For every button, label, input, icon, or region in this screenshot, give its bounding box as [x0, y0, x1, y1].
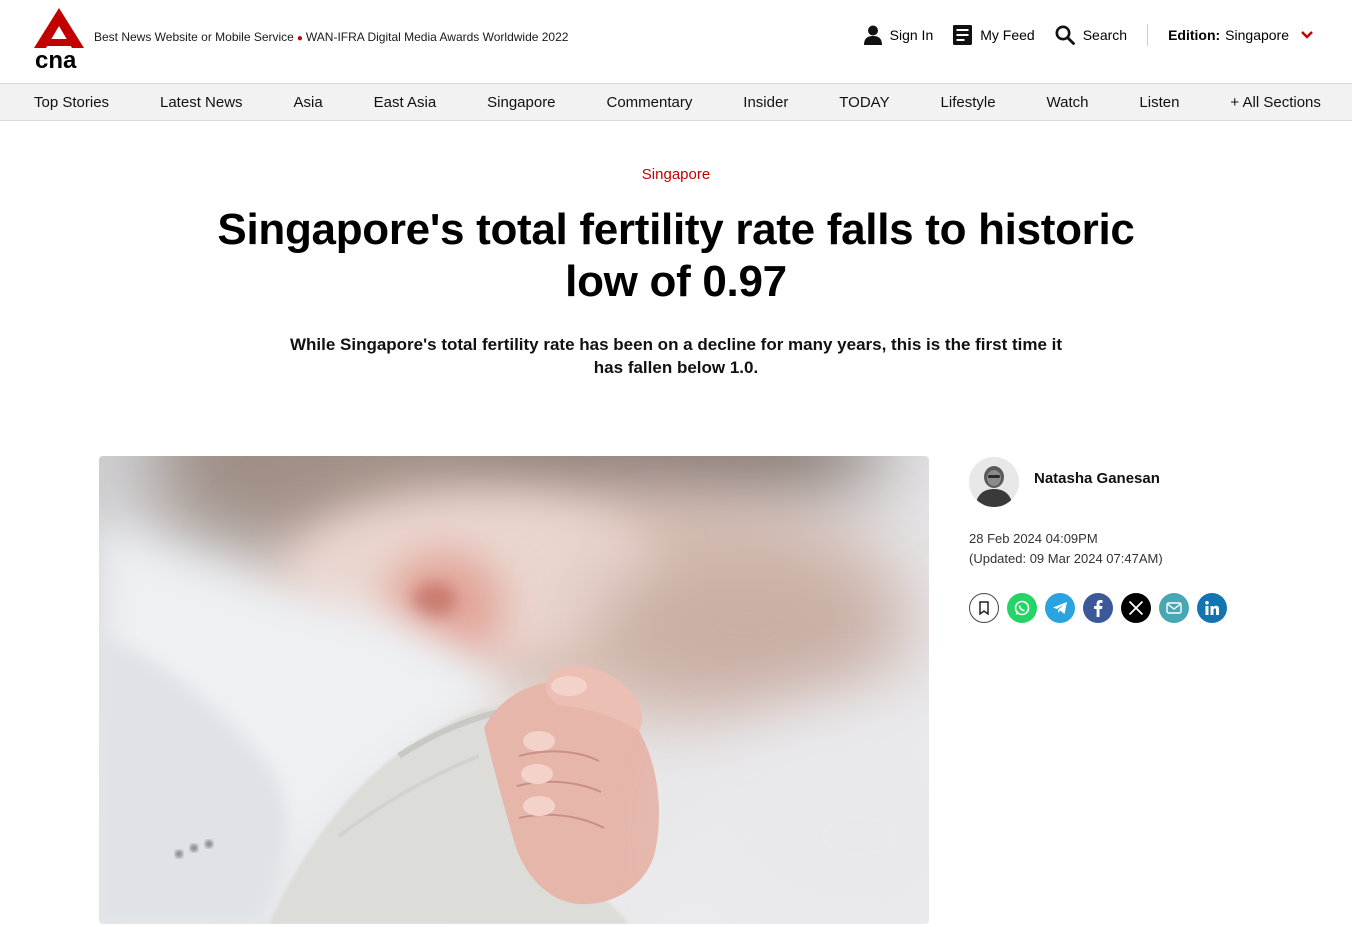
nav-item-lifestyle[interactable]: Lifestyle	[940, 93, 996, 111]
linkedin-share-button[interactable]	[1197, 593, 1227, 623]
search-label: Search	[1082, 27, 1128, 43]
x-share-button[interactable]	[1121, 593, 1151, 623]
nav-item-singapore[interactable]: Singapore	[487, 93, 556, 111]
nav-item-today[interactable]: TODAY	[839, 93, 890, 111]
published-date: 28 Feb 2024 04:09PM	[969, 531, 1098, 546]
hero-image	[99, 456, 929, 924]
nav-item-all-sections[interactable]: + All Sections	[1230, 93, 1321, 111]
edition-label: Edition:	[1168, 27, 1221, 43]
updated-date: (Updated: 09 Mar 2024 07:47AM)	[969, 551, 1163, 566]
whatsapp-share-button[interactable]	[1007, 593, 1037, 623]
chevron-down-icon	[1301, 31, 1313, 39]
award-text-left: Best News Website or Mobile Service	[94, 30, 294, 44]
article-headline: Singapore's total fertility rate falls t…	[217, 205, 1135, 306]
nav-item-commentary[interactable]: Commentary	[606, 93, 693, 111]
dot-separator-icon: ●	[296, 33, 303, 44]
author-photo	[969, 457, 1019, 507]
telegram-icon	[1053, 602, 1067, 614]
facebook-share-button[interactable]	[1083, 593, 1113, 623]
nav-item-latest-news[interactable]: Latest News	[160, 93, 243, 111]
nav-item-listen[interactable]: Listen	[1139, 93, 1180, 111]
my-feed-label: My Feed	[980, 27, 1035, 43]
article-category[interactable]: Singapore	[641, 166, 711, 183]
email-share-button[interactable]	[1159, 593, 1189, 623]
author-avatar[interactable]	[969, 457, 1019, 507]
sign-in-button[interactable]: Sign In	[863, 25, 934, 45]
share-bar	[969, 593, 1227, 623]
my-feed-button[interactable]: My Feed	[953, 25, 1035, 45]
search-icon	[1055, 25, 1075, 45]
baby-photo	[99, 456, 929, 924]
site-header: cna Best News Website or Mobile Service ●…	[0, 0, 1352, 84]
header-divider	[1147, 24, 1149, 46]
author-name[interactable]: Natasha Ganesan	[1034, 470, 1160, 487]
telegram-share-button[interactable]	[1045, 593, 1075, 623]
facebook-icon	[1094, 600, 1103, 617]
x-icon	[1128, 600, 1144, 616]
header-actions: Sign In My Feed Search Edition: Singapor…	[844, 22, 1314, 48]
edition-value: Singapore	[1225, 27, 1289, 43]
user-icon	[863, 25, 882, 45]
award-banner: Best News Website or Mobile Service ● WAN-…	[94, 30, 568, 44]
nav-item-east-asia[interactable]: East Asia	[373, 93, 437, 111]
whatsapp-icon	[1014, 600, 1030, 616]
feed-icon	[953, 25, 973, 45]
bookmark-icon	[979, 601, 989, 615]
svg-text:cna: cna	[35, 47, 77, 70]
award-text-right: WAN-IFRA Digital Media Awards Worldwide …	[305, 30, 569, 44]
cna-logo[interactable]: cna	[34, 8, 84, 70]
edition-selector[interactable]: Edition: Singapore	[1168, 27, 1314, 43]
email-icon	[1166, 602, 1182, 614]
nav-item-top-stories[interactable]: Top Stories	[34, 93, 110, 111]
bookmark-button[interactable]	[969, 593, 999, 623]
sign-in-label: Sign In	[889, 27, 934, 43]
linkedin-icon	[1205, 601, 1219, 615]
nav-item-watch[interactable]: Watch	[1046, 93, 1089, 111]
nav-item-insider[interactable]: Insider	[743, 93, 789, 111]
nav-item-asia[interactable]: Asia	[293, 93, 323, 111]
search-button[interactable]: Search	[1055, 25, 1127, 45]
article-summary: While Singapore's total fertility rate h…	[289, 335, 1063, 377]
main-nav: Top Stories Latest News Asia East Asia S…	[0, 84, 1352, 121]
